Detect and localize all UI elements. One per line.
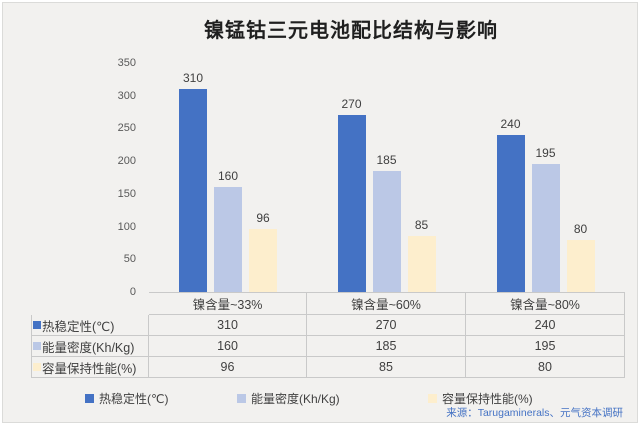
y-axis-tick: 250: [117, 122, 136, 135]
table-header-cell: 镍含量~33%: [149, 292, 307, 315]
bar-镍含量~33%-容量保持性能(%): [249, 229, 277, 292]
bar-镍含量~80%-热稳定性(℃): [496, 134, 525, 292]
legend-swatch-icon: [85, 394, 94, 403]
bar-value-label: 195: [535, 146, 556, 161]
data-table: 镍含量~33% 镍含量~60% 镍含量~80% 热稳定性(℃) 310 270 240 能量密…: [31, 292, 625, 378]
y-axis-tick: 100: [117, 220, 136, 233]
y-axis-tick: 150: [117, 187, 136, 200]
legend-item: 热稳定性(℃): [85, 390, 168, 407]
table-row-label-text: 能量密度(Kh/Kg): [42, 340, 135, 355]
table-value-cell: 85: [307, 357, 466, 378]
bar-镍含量~60%-热稳定性(℃): [337, 115, 366, 292]
bar-镍含量~80%-能量密度(Kh/Kg): [531, 164, 560, 292]
chart-title: 镍锰钴三元电池配比结构与影响: [204, 20, 498, 42]
y-axis-tick: 300: [117, 89, 136, 102]
bar-镍含量~60%-能量密度(Kh/Kg): [372, 170, 401, 292]
legend-label: 热稳定性(℃): [99, 392, 169, 406]
source-note: 来源：Tarugaminerals、元气资本调研: [446, 407, 623, 419]
legend-item: 容量保持性能(%): [428, 390, 533, 407]
table-value-cell: 96: [149, 357, 307, 378]
bar-value-label: 160: [217, 169, 239, 184]
table-value-cell: 160: [149, 336, 307, 357]
y-axis-tick: 0: [129, 286, 136, 298]
bar-value-label: 270: [341, 97, 362, 112]
table-row-label-text: 热稳定性(℃): [42, 319, 115, 334]
bar-value-label: 240: [500, 116, 521, 131]
table-value-cell: 270: [307, 315, 466, 336]
table-value-cell: 80: [466, 357, 625, 378]
table-value-cell: 195: [466, 336, 625, 357]
bar-镍含量~60%-容量保持性能(%): [407, 236, 436, 292]
legend-label: 能量密度(Kh/Kg): [251, 392, 340, 406]
legend-label: 容量保持性能(%): [442, 392, 533, 406]
y-axis-tick: 350: [117, 57, 136, 69]
y-axis-tick: 200: [117, 155, 136, 168]
bar-镍含量~80%-容量保持性能(%): [566, 239, 595, 292]
bar-value-label: 85: [414, 218, 429, 233]
bar-value-label: 185: [376, 152, 397, 167]
table-header-cell: 镍含量~60%: [307, 292, 466, 315]
bar-value-label: 96: [256, 211, 270, 226]
table-corner-cell: [31, 292, 149, 315]
y-axis-tick: 50: [123, 253, 136, 266]
table-value-cell: 185: [307, 336, 466, 357]
legend-swatch-icon: [237, 394, 246, 403]
bar-镍含量~33%-热稳定性(℃): [179, 89, 207, 292]
table-header-cell: 镍含量~80%: [466, 292, 625, 315]
table-row-label-text: 容量保持性能(%): [42, 361, 137, 376]
legend-swatch-icon: [428, 394, 437, 403]
series-key-icon: [33, 342, 41, 350]
table-row-label: 热稳定性(℃): [31, 315, 149, 336]
table-value-cell: 310: [149, 315, 307, 336]
bar-value-label: 80: [573, 221, 588, 236]
series-key-icon: [33, 363, 41, 371]
series-key-icon: [33, 321, 41, 329]
bar-value-label: 310: [182, 71, 204, 86]
legend-item: 能量密度(Kh/Kg): [237, 390, 340, 407]
table-row-label: 容量保持性能(%): [31, 357, 149, 378]
table-value-cell: 240: [466, 315, 625, 336]
bar-镍含量~33%-能量密度(Kh/Kg): [214, 187, 242, 292]
table-row-label: 能量密度(Kh/Kg): [31, 336, 149, 357]
